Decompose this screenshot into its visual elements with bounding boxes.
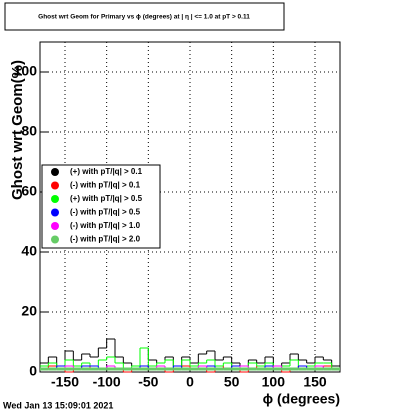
legend-label: (-) with pT/|q| > 2.0 xyxy=(70,235,141,244)
legend-marker xyxy=(51,181,59,190)
y-tick-label: 40 xyxy=(21,243,37,259)
x-tick-label: -50 xyxy=(138,374,158,390)
legend-marker xyxy=(51,195,59,203)
y-tick-label: 20 xyxy=(21,303,37,319)
x-tick-label: 50 xyxy=(224,374,240,390)
y-tick-label: 80 xyxy=(21,123,37,139)
legend-marker xyxy=(51,168,59,176)
chart-title: Ghost wrt Geom for Primary vs ϕ (degrees… xyxy=(38,14,250,21)
legend-label: (+) with pT/|q| > 0.5 xyxy=(70,194,143,203)
x-tick-label: 0 xyxy=(186,374,194,390)
x-tick-label: 150 xyxy=(303,374,327,390)
legend-label: (-) with pT/|q| > 1.0 xyxy=(70,221,141,230)
y-tick-label: 60 xyxy=(21,183,37,199)
timestamp: Wed Jan 13 15:09:01 2021 xyxy=(3,400,113,410)
legend-marker xyxy=(51,208,59,217)
y-tick-label: 100 xyxy=(14,63,38,79)
legend-label: (-) with pT/|q| > 0.1 xyxy=(70,181,141,190)
x-tick-label: 100 xyxy=(262,374,286,390)
legend-label: (-) with pT/|q| > 0.5 xyxy=(70,208,141,217)
legend-label: (+) with pT/|q| > 0.1 xyxy=(70,167,143,176)
x-tick-label: -150 xyxy=(51,374,79,390)
legend-box xyxy=(41,164,161,249)
legend-marker xyxy=(51,235,59,244)
x-axis-label: ϕ (degrees) xyxy=(263,391,340,407)
title-box xyxy=(4,2,285,31)
legend-marker xyxy=(51,222,59,230)
y-tick-label: 0 xyxy=(29,363,37,379)
y-axis-label: Ghost wrt Geom(%) xyxy=(9,60,26,200)
x-tick-label: -100 xyxy=(93,374,121,390)
